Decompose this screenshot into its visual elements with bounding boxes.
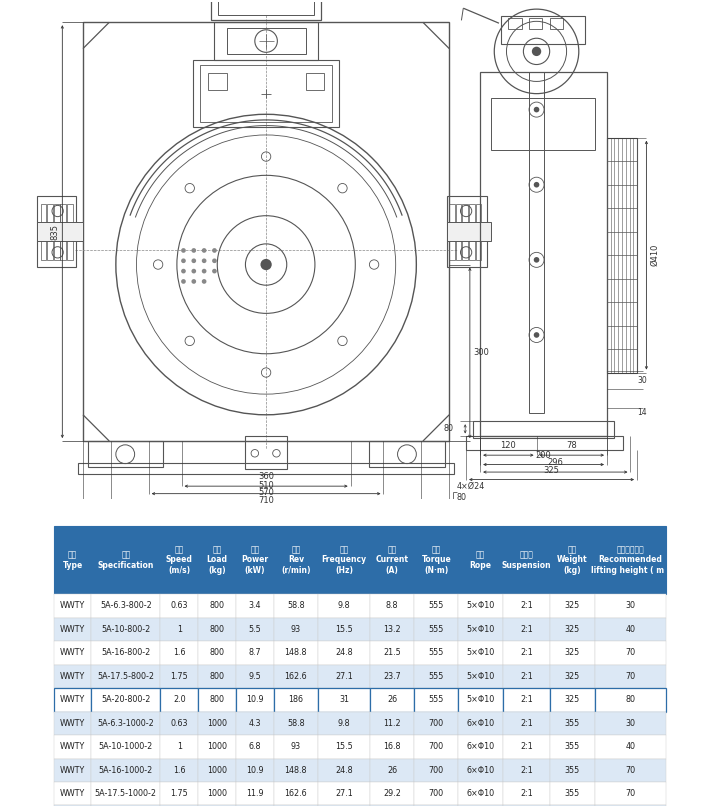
Text: 14: 14 [637,409,647,418]
Bar [88,441,163,467]
Bar [462,203,468,260]
Text: 80: 80 [444,425,454,434]
Bar [37,222,83,241]
Bar [227,28,305,54]
Text: 835: 835 [50,224,60,239]
Circle shape [181,268,186,273]
Circle shape [202,248,207,253]
Circle shape [192,248,196,253]
Circle shape [212,268,217,273]
Circle shape [181,279,186,284]
Bar [447,196,487,268]
Text: Ø410: Ø410 [650,244,659,266]
Circle shape [534,257,539,263]
Bar [466,436,623,451]
Text: 78: 78 [567,442,577,451]
Circle shape [212,259,217,263]
Bar [473,422,614,438]
Bar [529,18,542,29]
Circle shape [534,332,539,338]
Bar [211,0,322,20]
Bar [449,203,455,260]
Text: 300: 300 [474,348,490,357]
Circle shape [202,259,207,263]
Bar [501,15,585,44]
Text: 325: 325 [544,466,559,475]
Bar [508,18,521,29]
Circle shape [212,248,217,253]
Bar [37,196,76,268]
Text: 80: 80 [456,493,467,502]
Bar [529,72,544,413]
Circle shape [192,279,196,284]
Bar [48,203,53,260]
Circle shape [192,268,196,273]
Circle shape [181,248,186,253]
Circle shape [534,106,539,112]
Circle shape [202,279,207,284]
Bar [218,0,314,15]
Text: 510: 510 [258,481,274,490]
Bar [607,138,637,372]
Text: 120: 120 [500,442,516,451]
Bar [480,72,607,436]
Text: 710: 710 [258,496,274,505]
Text: 360: 360 [258,472,274,480]
Bar [67,203,73,260]
Bar [78,463,454,474]
Circle shape [192,259,196,263]
Bar [456,203,462,260]
Text: 30: 30 [637,376,647,384]
Bar [549,18,563,29]
Bar [54,203,60,260]
Text: 296: 296 [547,459,563,467]
Circle shape [181,259,186,263]
Bar [492,98,595,150]
Circle shape [532,47,541,56]
Bar [215,23,318,60]
Text: 4×Ø24: 4×Ø24 [456,482,485,491]
Bar [193,60,339,127]
Circle shape [534,182,539,188]
Circle shape [202,268,207,273]
Bar [83,23,449,441]
Bar [41,203,46,260]
Bar [305,73,324,90]
Bar [475,203,481,260]
Bar [60,203,66,260]
Bar [469,203,474,260]
Bar [246,436,287,469]
Text: 200: 200 [536,451,552,460]
Bar [447,222,490,241]
Circle shape [261,259,271,270]
Bar [200,65,332,122]
Bar [208,73,227,90]
Text: 570: 570 [258,488,274,497]
Bar [369,441,444,467]
